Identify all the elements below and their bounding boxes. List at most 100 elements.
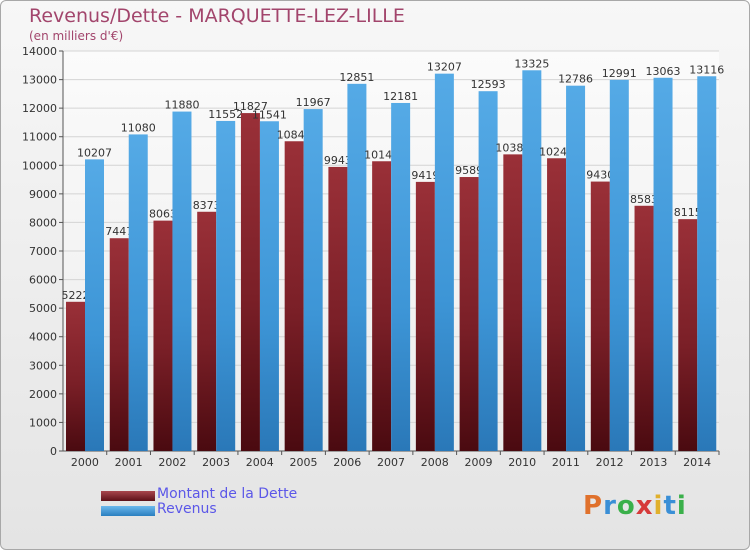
y-tick-label: 9000: [29, 188, 57, 201]
legend-swatch-revenus: [101, 506, 155, 516]
legend-label-revenus: Revenus: [157, 501, 217, 517]
x-tick-label: 2007: [377, 456, 405, 469]
y-tick-label: 11000: [22, 131, 57, 144]
bar-dette: [678, 219, 698, 451]
bar-revenus: [478, 91, 498, 451]
bar-dette: [415, 181, 435, 451]
y-tick-label: 14000: [22, 45, 57, 58]
data-label-dette: 10841: [277, 128, 312, 141]
bar-revenus: [653, 77, 673, 452]
y-tick-label: 3000: [29, 359, 57, 372]
x-tick-label: 2011: [552, 456, 580, 469]
bar-dette: [328, 166, 348, 451]
bar-revenus: [259, 121, 279, 451]
bar-revenus: [128, 134, 148, 451]
bar-dette: [197, 211, 217, 451]
chart-title: Revenus/Dette - MARQUETTE-LEZ-LILLE: [29, 5, 405, 27]
logo-letter: o: [616, 491, 636, 521]
x-tick-label: 2001: [115, 456, 143, 469]
bar-dette: [153, 220, 173, 451]
legend-swatch-dette: [101, 491, 155, 501]
data-label-dette: 7447: [105, 225, 133, 238]
data-label-revenus: 11880: [164, 99, 199, 112]
data-label-dette: 9430: [586, 169, 614, 182]
data-label-revenus: 11552: [208, 108, 243, 121]
data-label-dette: 10141: [364, 148, 399, 161]
logo-letter: i: [653, 491, 664, 521]
bar-dette: [240, 113, 260, 451]
x-tick-label: 2013: [639, 456, 667, 469]
data-label-revenus: 12593: [471, 78, 506, 91]
bar-revenus: [85, 159, 104, 451]
bar-dette: [503, 154, 523, 451]
data-label-dette: 10246: [539, 145, 574, 158]
data-label-revenus: 13116: [689, 63, 724, 76]
y-tick-label: 7000: [29, 245, 57, 258]
x-tick-label: 2008: [421, 456, 449, 469]
x-tick-label: 2003: [202, 456, 230, 469]
logo-letter: t: [663, 491, 677, 521]
bar-revenus: [609, 79, 629, 451]
data-label-dette: 5222: [62, 289, 90, 302]
bar-revenus: [434, 73, 454, 452]
bar-dette: [547, 158, 567, 451]
y-tick-label: 0: [50, 445, 57, 458]
data-label-revenus: 12181: [383, 90, 418, 103]
data-label-revenus: 11967: [296, 96, 331, 109]
data-label-revenus: 11541: [252, 108, 287, 121]
chart-subtitle: (en milliers d'€): [29, 29, 124, 43]
data-label-dette: 8115: [674, 206, 702, 219]
x-tick-label: 2000: [71, 456, 99, 469]
data-label-revenus: 13325: [514, 57, 549, 70]
x-tick-label: 2009: [464, 456, 492, 469]
data-label-revenus: 12851: [339, 71, 374, 84]
logo-letter: P: [583, 491, 604, 521]
y-tick-label: 12000: [22, 102, 57, 115]
y-tick-label: 13000: [22, 74, 57, 87]
y-tick-label: 10000: [22, 159, 57, 172]
y-tick-label: 8000: [29, 216, 57, 229]
data-label-revenus: 13207: [427, 61, 462, 74]
bar-dette: [372, 161, 392, 451]
bar-revenus: [566, 85, 586, 451]
bar-revenus: [303, 109, 323, 451]
bar-revenus: [522, 70, 542, 452]
y-tick-label: 4000: [29, 331, 57, 344]
data-label-revenus: 13063: [646, 65, 681, 78]
y-tick-label: 5000: [29, 302, 57, 315]
data-label-revenus: 10207: [77, 146, 112, 159]
bar-dette: [66, 301, 85, 451]
data-label-dette: 9943: [324, 154, 352, 167]
logo-letter: r: [603, 491, 617, 521]
x-tick-label: 2005: [290, 456, 318, 469]
bar-revenus: [216, 120, 236, 451]
bar-dette: [459, 177, 479, 451]
legend-label-dette: Montant de la Dette: [157, 486, 298, 502]
bar-revenus: [347, 83, 367, 451]
x-tick-label: 2010: [508, 456, 536, 469]
y-tick-label: 6000: [29, 274, 57, 287]
data-label-dette: 8063: [149, 208, 177, 221]
y-tick-label: 2000: [29, 388, 57, 401]
data-label-dette: 8583: [630, 193, 658, 206]
proxiti-logo: Proxiti: [583, 491, 687, 521]
bar-revenus: [172, 111, 192, 452]
logo-letter: x: [635, 491, 654, 521]
data-label-revenus: 11080: [121, 121, 156, 134]
bar-dette: [109, 238, 129, 451]
data-label-dette: 8373: [193, 199, 221, 212]
data-label-revenus: 12786: [558, 73, 593, 86]
data-label-revenus: 12991: [602, 67, 637, 80]
bar-revenus: [391, 102, 411, 451]
bar-dette: [634, 205, 654, 451]
x-tick-label: 2014: [683, 456, 711, 469]
y-tick-label: 1000: [29, 416, 57, 429]
data-label-dette: 9419: [411, 169, 439, 182]
bar-dette: [284, 141, 304, 451]
x-tick-label: 2004: [246, 456, 274, 469]
data-label-dette: 10382: [495, 141, 530, 154]
x-tick-label: 2002: [158, 456, 186, 469]
x-tick-label: 2012: [596, 456, 624, 469]
